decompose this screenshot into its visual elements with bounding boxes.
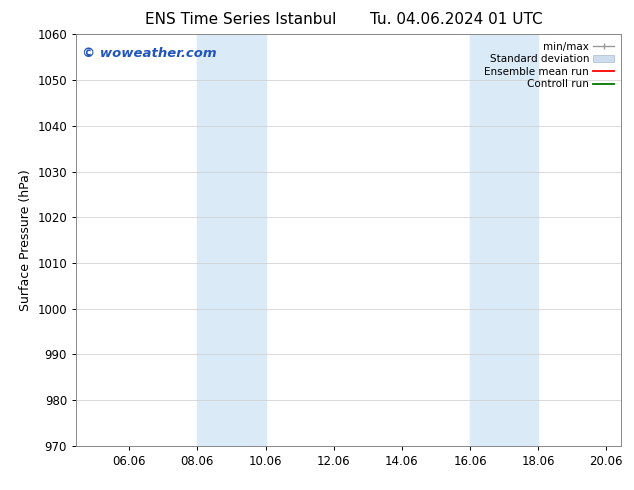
Text: © woweather.com: © woweather.com xyxy=(82,47,216,60)
Y-axis label: Surface Pressure (hPa): Surface Pressure (hPa) xyxy=(19,169,32,311)
Bar xyxy=(197,34,266,446)
Text: Tu. 04.06.2024 01 UTC: Tu. 04.06.2024 01 UTC xyxy=(370,12,543,27)
Bar xyxy=(470,34,538,446)
Legend: min/max, Standard deviation, Ensemble mean run, Controll run: min/max, Standard deviation, Ensemble me… xyxy=(482,40,616,92)
Text: ENS Time Series Istanbul: ENS Time Series Istanbul xyxy=(145,12,337,27)
